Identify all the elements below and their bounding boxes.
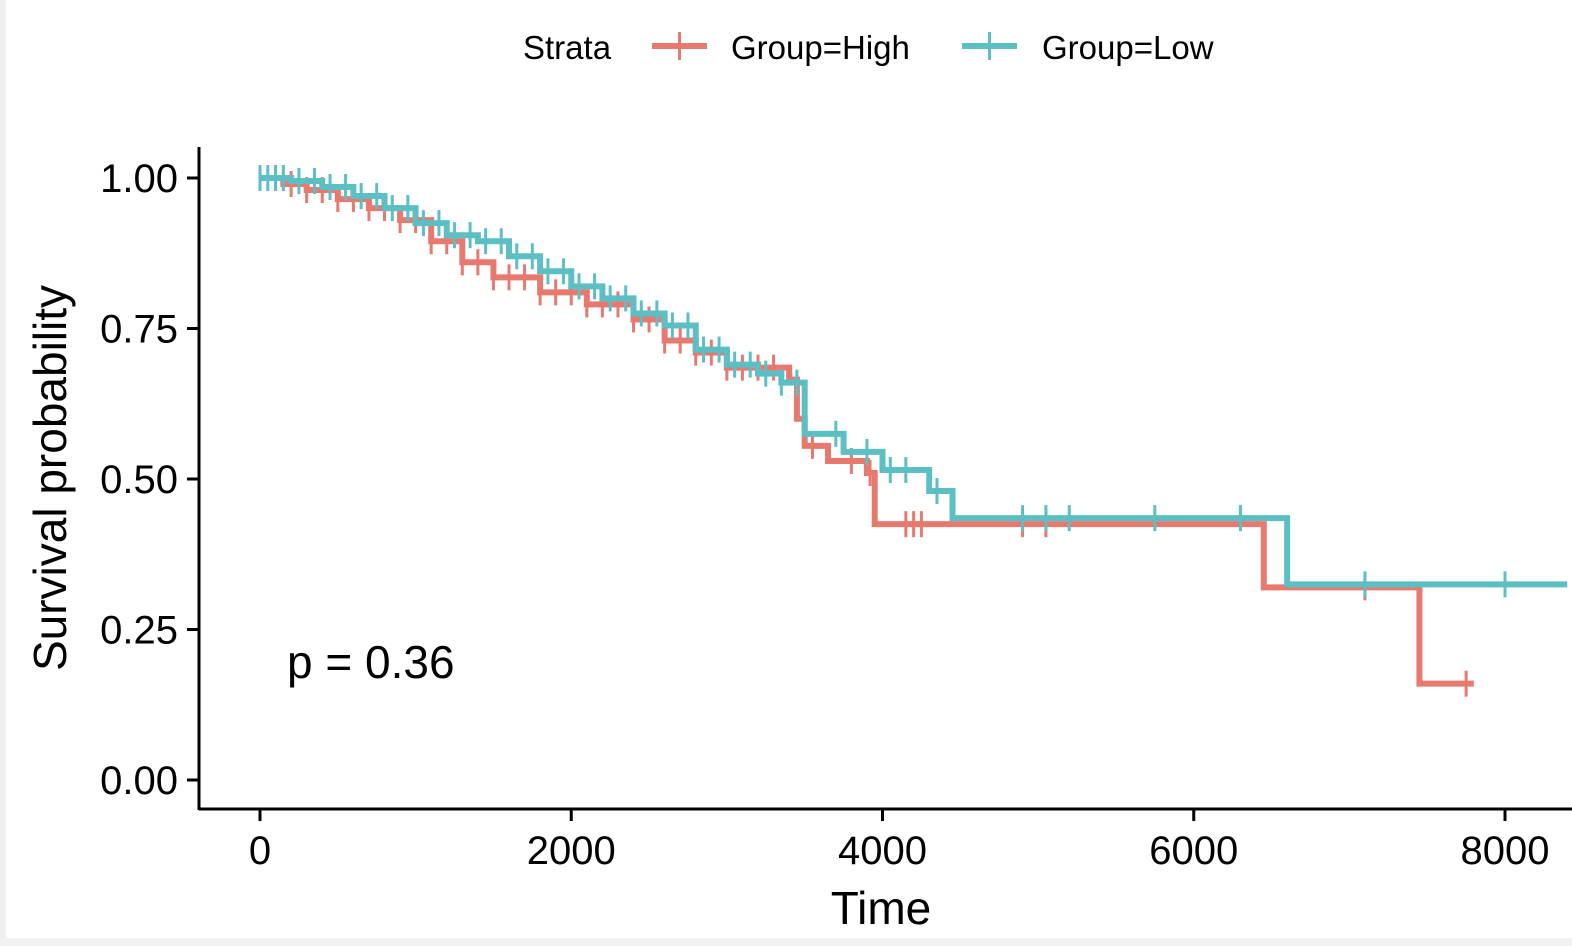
survival-curve-high [260,175,1474,687]
y-tick-label: 1.00 [100,157,178,201]
x-tick-label: 8000 [1461,829,1550,873]
p-value-annotation: p = 0.36 [287,636,455,688]
y-axis-title: Survival probability [24,285,76,671]
y-tick-label: 0.25 [100,609,178,653]
legend-label-high: Group=High [731,29,910,66]
legend: Strata Group=High Group=Low [523,29,1214,66]
bottom-border [0,938,1572,946]
x-tick-label: 6000 [1149,829,1238,873]
plot-area [258,165,1568,697]
left-border [0,0,6,946]
x-axis-ticks: 0 2000 4000 6000 8000 [249,809,1550,873]
series-low [258,165,1568,598]
x-tick-label: 4000 [838,829,927,873]
x-tick-label: 0 [249,829,271,873]
x-axis-title: Time [831,882,932,934]
x-tick-label: 2000 [527,829,616,873]
y-tick-label: 0.75 [100,308,178,352]
legend-label-low: Group=Low [1042,29,1214,66]
legend-title: Strata [523,29,612,66]
legend-item-low: Group=Low [962,29,1214,66]
y-tick-label: 0.50 [100,458,178,502]
legend-item-high: Group=High [652,29,910,66]
series-high [260,165,1474,697]
y-tick-label: 0.00 [100,759,178,803]
survival-curve-low [260,175,1568,588]
y-axis-ticks: 0.00 0.25 0.50 0.75 1.00 [100,157,199,803]
